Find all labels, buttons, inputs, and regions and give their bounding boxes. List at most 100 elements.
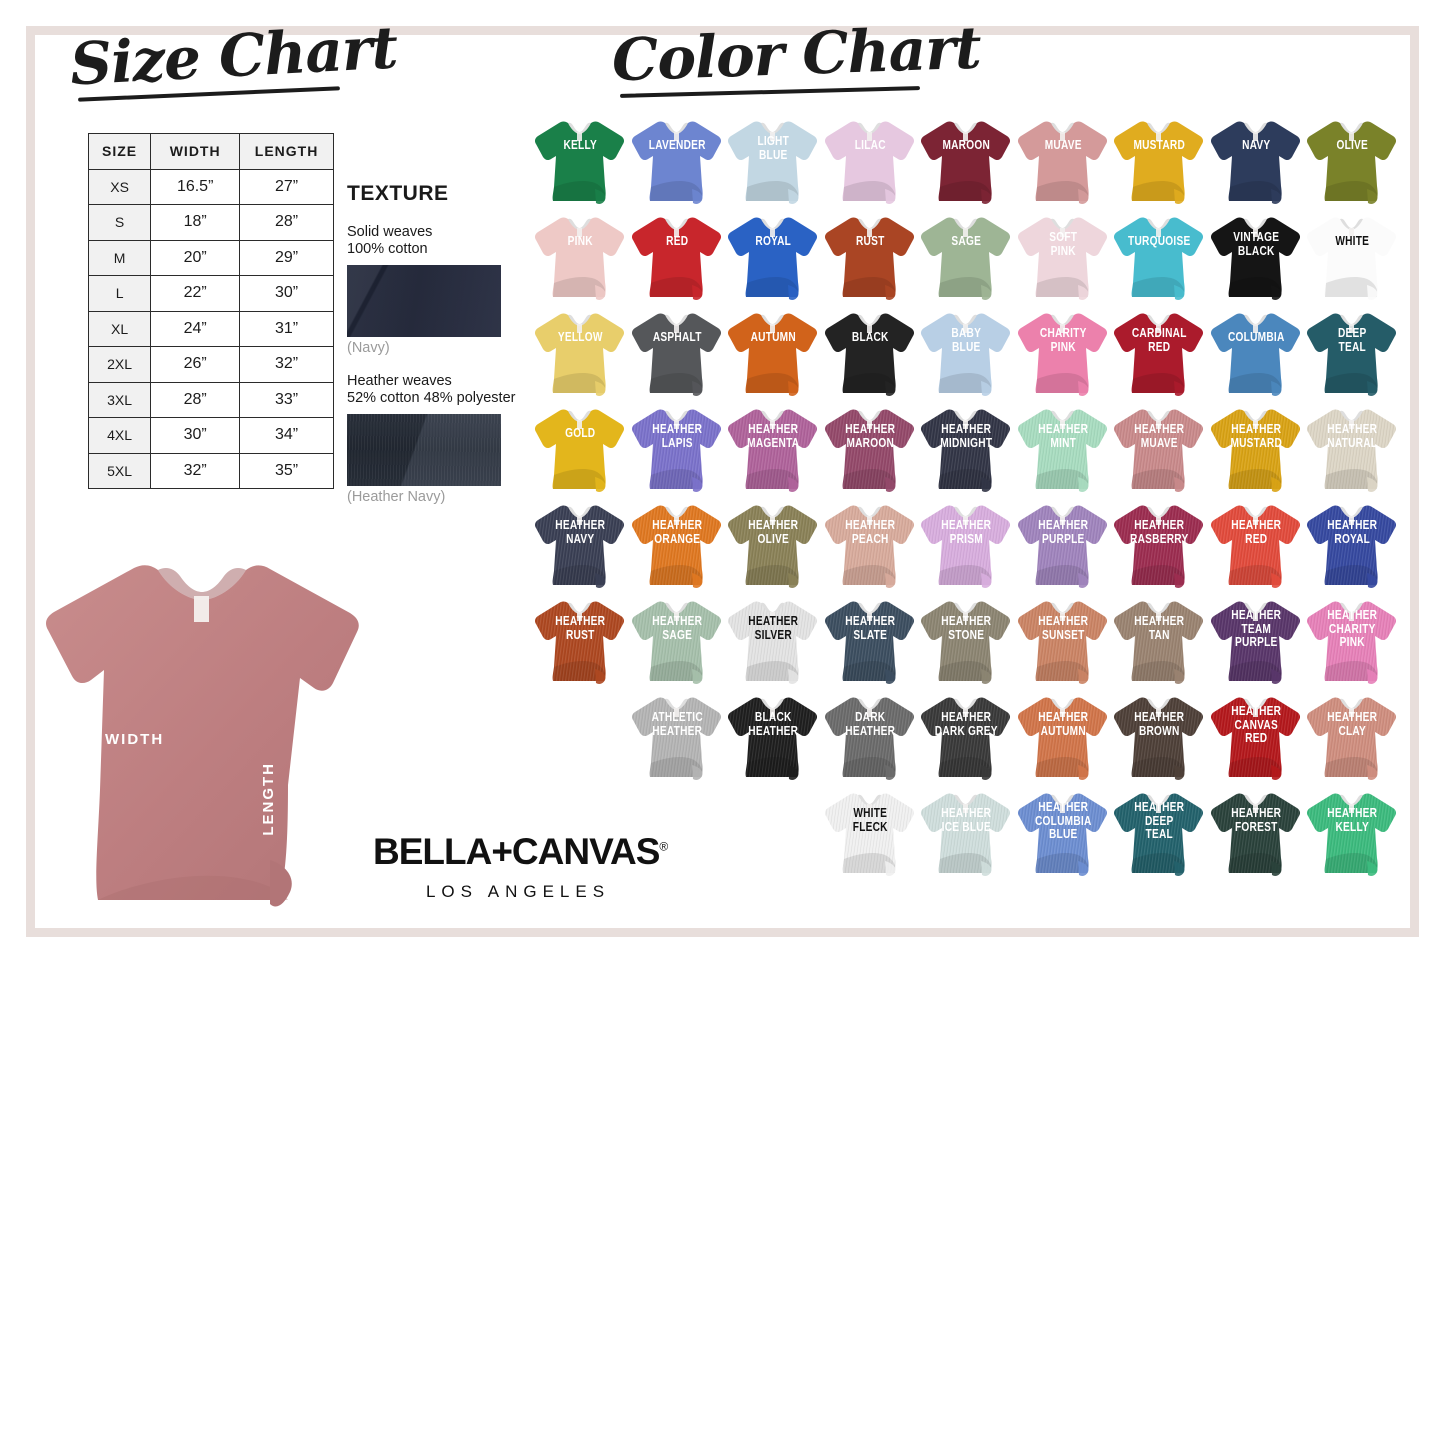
color-swatch-shirt[interactable]: HEATHER MAGENTA — [725, 400, 822, 496]
table-row: 3XL 28” 33” — [87, 381, 334, 418]
width-measure-label: WIDTH — [105, 731, 165, 748]
table-header-row: SIZE WIDTH LENGTH — [87, 133, 334, 170]
shirt-row: KELLY LAVENDER LIGHT BLUE LILAC MAROON MUAVE MU… — [532, 112, 1412, 208]
color-swatch-shirt[interactable]: MAROON — [918, 112, 1015, 208]
cell-length: 27” — [239, 168, 334, 205]
color-swatch-shirt[interactable]: CHARITY PINK — [1015, 304, 1112, 400]
color-swatch-shirt[interactable]: HEATHER PRISM — [918, 496, 1015, 592]
color-swatch-shirt[interactable]: HEATHER NAVY — [532, 496, 629, 592]
color-swatch-shirt[interactable]: HEATHER CHARITY PINK — [1304, 592, 1401, 688]
color-swatch-shirt[interactable]: HEATHER NATURAL — [1304, 400, 1401, 496]
color-swatch-shirt[interactable]: HEATHER BROWN — [1111, 688, 1208, 784]
color-swatch-shirt[interactable]: BLACK — [822, 304, 919, 400]
color-swatch-shirt[interactable]: HEATHER SILVER — [725, 592, 822, 688]
color-swatch-shirt[interactable]: RUST — [822, 208, 919, 304]
color-swatch-shirt[interactable]: WHITE — [1304, 208, 1401, 304]
color-swatch-shirt[interactable]: HEATHER RED — [1208, 496, 1305, 592]
color-swatch-shirt[interactable]: SAGE — [918, 208, 1015, 304]
brand-name: BELLA+CANVAS® — [373, 831, 668, 872]
color-swatch-shirt[interactable]: AUTUMN — [725, 304, 822, 400]
color-swatch-shirt[interactable]: HEATHER COLUMBIA BLUE — [1015, 784, 1112, 880]
color-swatch-shirt[interactable]: HEATHER FOREST — [1208, 784, 1305, 880]
texture-heading: TEXTURE — [347, 182, 449, 205]
color-swatch-shirt[interactable]: DARK HEATHER — [822, 688, 919, 784]
color-swatch-shirt[interactable]: HEATHER CANVAS RED — [1208, 688, 1305, 784]
color-swatch-shirt[interactable]: ROYAL — [725, 208, 822, 304]
color-swatch-shirt[interactable]: HEATHER ORANGE — [629, 496, 726, 592]
color-swatch-shirt[interactable]: HEATHER MAROON — [822, 400, 919, 496]
color-swatch-shirt[interactable]: YELLOW — [532, 304, 629, 400]
color-swatch-shirt[interactable]: HEATHER MUSTARD — [1208, 400, 1305, 496]
cell-width: 28” — [150, 381, 241, 418]
color-swatch-shirt[interactable]: OLIVE — [1304, 112, 1401, 208]
color-swatch-shirt[interactable]: HEATHER ICE BLUE — [918, 784, 1015, 880]
color-swatch-shirt[interactable]: VINTAGE BLACK — [1208, 208, 1305, 304]
color-swatch-shirt[interactable]: HEATHER SAGE — [629, 592, 726, 688]
width-measure-tick-left — [100, 1295, 103, 1325]
column-header-length: LENGTH — [239, 133, 334, 170]
color-swatch-shirt[interactable]: HEATHER ROYAL — [1304, 496, 1401, 592]
decorative-page-border — [26, 26, 1419, 937]
color-swatch-shirt[interactable]: TURQUOISE — [1111, 208, 1208, 304]
cell-width: 20” — [150, 239, 241, 276]
cell-size: 4XL — [87, 417, 152, 454]
color-swatch-shirt[interactable]: DEEP TEAL — [1304, 304, 1401, 400]
color-swatch-shirt[interactable]: CARDINAL RED — [1111, 304, 1208, 400]
color-swatch-shirt[interactable]: LAVENDER — [629, 112, 726, 208]
cell-width: 30” — [150, 417, 241, 454]
color-swatch-shirt[interactable]: PINK — [532, 208, 629, 304]
color-swatch-shirt[interactable]: HEATHER PURPLE — [1015, 496, 1112, 592]
color-swatch-shirt[interactable]: HEATHER KELLY — [1304, 784, 1401, 880]
color-swatch-shirt[interactable]: LILAC — [822, 112, 919, 208]
cell-size: XS — [87, 168, 152, 205]
table-row: 4XL 30” 34” — [87, 417, 334, 454]
shirt-row: ATHLETIC HEATHER BLACK HEATHER DARK HEATHER HE… — [532, 688, 1412, 784]
color-swatch-shirt[interactable]: RED — [629, 208, 726, 304]
color-swatch-shirt[interactable]: ASPHALT — [629, 304, 726, 400]
color-swatch-shirt[interactable]: BLACK HEATHER — [725, 688, 822, 784]
brand-logo: BELLA+CANVAS® LOS ANGELES — [373, 831, 668, 902]
color-swatch-shirt[interactable]: HEATHER DARK GREY — [918, 688, 1015, 784]
color-swatch-shirt[interactable]: WHITE FLECK — [822, 784, 919, 880]
color-swatch-shirt[interactable]: HEATHER STONE — [918, 592, 1015, 688]
length-measure-tick-top — [320, 1138, 348, 1141]
color-swatch-shirt[interactable]: HEATHER PEACH — [822, 496, 919, 592]
color-swatch-shirt[interactable]: HEATHER SUNSET — [1015, 592, 1112, 688]
color-swatch-shirt[interactable]: HEATHER TAN — [1111, 592, 1208, 688]
color-swatch-shirt[interactable]: HEATHER CLAY — [1304, 688, 1401, 784]
color-swatch-shirt[interactable]: HEATHER SLATE — [822, 592, 919, 688]
color-swatch-shirt[interactable]: HEATHER MIDNIGHT — [918, 400, 1015, 496]
color-swatch-shirt[interactable]: LIGHT BLUE — [725, 112, 822, 208]
shirt-row: HEATHER RUST HEATHER SAGE HEATHER SILVER HEATH… — [532, 592, 1412, 688]
color-swatch-shirt[interactable]: COLUMBIA — [1208, 304, 1305, 400]
color-swatch-shirt[interactable]: MUSTARD — [1111, 112, 1208, 208]
color-swatch-shirt[interactable]: KELLY — [532, 112, 629, 208]
brand-name-text: BELLA+CANVAS — [373, 831, 660, 872]
color-swatch-shirt[interactable]: SOFT PINK — [1015, 208, 1112, 304]
color-swatch-shirt[interactable]: HEATHER TEAM PURPLE — [1208, 592, 1305, 688]
color-swatch-shirt[interactable]: NAVY — [1208, 112, 1305, 208]
color-swatch-shirt[interactable]: ATHLETIC HEATHER — [629, 688, 726, 784]
color-swatch-shirt[interactable]: MUAVE — [1015, 112, 1112, 208]
color-swatch-shirt[interactable]: BABY BLUE — [918, 304, 1015, 400]
color-swatch-shirt[interactable]: HEATHER OLIVE — [725, 496, 822, 592]
color-swatch-shirt[interactable]: HEATHER RUST — [532, 592, 629, 688]
color-swatch-shirt[interactable]: HEATHER DEEP TEAL — [1111, 784, 1208, 880]
cell-width: 26” — [150, 346, 241, 383]
solid-weave-swatch-image — [347, 265, 501, 337]
color-swatch-shirt[interactable]: HEATHER MINT — [1015, 400, 1112, 496]
color-swatch-shirt[interactable]: HEATHER LAPIS — [629, 400, 726, 496]
color-swatch-shirt[interactable]: GOLD — [532, 400, 629, 496]
measurement-diagram-shirt — [38, 560, 368, 1453]
table-row: 5XL 32” 35” — [87, 452, 334, 489]
cell-size: L — [87, 275, 152, 312]
color-swatch-shirt[interactable]: HEATHER RASBERRY — [1111, 496, 1208, 592]
column-header-width: WIDTH — [150, 133, 241, 170]
color-swatch-shirt[interactable]: HEATHER AUTUMN — [1015, 688, 1112, 784]
cell-width: 24” — [150, 310, 241, 347]
table-row: L 22” 30” — [87, 275, 334, 312]
shirt-row: YELLOW ASPHALT AUTUMN BLACK BABY BLUE CHARITY P… — [532, 304, 1412, 400]
heather-weave-line1: Heather weaves — [347, 373, 452, 389]
color-swatch-shirt[interactable]: HEATHER MUAVE — [1111, 400, 1208, 496]
cell-length: 35” — [239, 452, 334, 489]
